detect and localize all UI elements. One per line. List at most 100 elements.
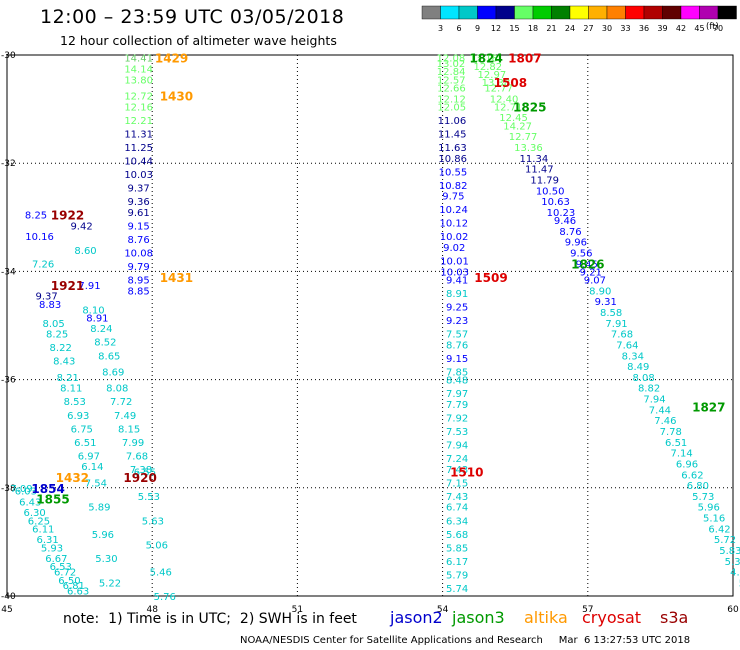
wave-height-label: 5.16 — [703, 514, 725, 525]
wave-height-label: 6.74 — [446, 503, 468, 514]
colorbar-tick-label: 27 — [583, 24, 593, 33]
wave-height-label: 10.24 — [439, 205, 468, 216]
colorbar-tick-label: 9 — [475, 24, 480, 33]
wave-height-label: 14.14 — [124, 65, 153, 76]
wave-height-label: 9.23 — [446, 316, 468, 327]
wave-height-label: 6.25 — [28, 516, 50, 527]
wave-height-label: 12.40 — [490, 94, 519, 105]
colorbar-swatch — [680, 5, 700, 20]
wave-height-label: 9.37 — [35, 292, 57, 303]
colorbar-swatch — [643, 5, 663, 20]
colorbar-tick-label: 15 — [509, 24, 519, 33]
colorbar-tick-label: 3 — [438, 24, 443, 33]
wave-height-label: 8.05 — [43, 319, 65, 330]
wave-height-label: 5.30 — [95, 554, 117, 565]
wave-height-label: 8.34 — [622, 351, 644, 362]
wave-height-label: 6.50 — [58, 576, 80, 587]
wave-height-label: 5.72 — [714, 535, 736, 546]
pass-time-label: 1807 — [508, 52, 541, 66]
wave-height-label: 8.08 — [633, 373, 655, 384]
wave-height-label: 8.58 — [600, 308, 622, 319]
wave-height-label: 6.43 — [19, 497, 41, 508]
colorbar-swatch — [699, 5, 719, 20]
colorbar-swatch — [458, 5, 478, 20]
colorbar-unit: (ft) — [706, 22, 719, 32]
colorbar-tick-label: 39 — [657, 24, 667, 33]
y-tick-label: -38 — [1, 484, 16, 494]
wave-height-label: 9.45 — [576, 259, 598, 270]
wave-height-label: 13.36 — [514, 143, 543, 154]
wave-height-label: 10.55 — [439, 167, 468, 178]
pass-time-label: 1510 — [450, 466, 483, 480]
wave-height-label: 12.45 — [499, 113, 528, 124]
wave-height-label: 8.21 — [57, 373, 79, 384]
colorbar-swatch — [569, 5, 589, 20]
wave-height-label: 8.60 — [74, 246, 96, 257]
wave-height-label: 10.86 — [438, 154, 467, 165]
colorbar-tick-label: 33 — [620, 24, 630, 33]
colorbar-tick-label: 24 — [565, 24, 575, 33]
legend-jason2: jason2 — [390, 608, 443, 627]
wave-height-label: 7.97 — [446, 389, 468, 400]
wave-height-label: 10.01 — [440, 257, 469, 268]
x-tick-label: 48 — [146, 605, 158, 615]
wave-height-label: 5.73 — [692, 492, 714, 503]
wave-height-label: 7.43 — [446, 465, 468, 476]
plot-frame — [6, 54, 734, 597]
wave-height-label: 8.15 — [118, 424, 140, 435]
wave-height-label: 10.02 — [440, 232, 469, 243]
wave-height-label: 6.17 — [446, 557, 468, 568]
legend-s3a: s3a — [660, 608, 689, 627]
wave-height-label: 5.53 — [138, 492, 160, 503]
wave-height-label: 5.63 — [142, 516, 164, 527]
wave-height-label: 9.75 — [442, 192, 464, 203]
y-tick-label: -32 — [1, 159, 16, 169]
wave-height-label: 6.75 — [71, 424, 93, 435]
wave-height-label: 9.79 — [128, 262, 150, 273]
wave-height-label: 8.90 — [589, 286, 611, 297]
pass-time-label: 1855 — [36, 493, 69, 507]
wave-height-label: 7.68 — [611, 330, 633, 341]
wave-height-label: 7.46 — [654, 416, 676, 427]
colorbar-tick-label: 21 — [546, 24, 556, 33]
wave-height-label: 5.34 — [725, 557, 740, 568]
wave-height-label: 5.06 — [146, 541, 168, 552]
wave-height-label: 11.79 — [530, 175, 559, 186]
wave-height-label: 9.46 — [554, 216, 576, 227]
wave-height-label: 12.82 — [473, 62, 502, 73]
wave-height-label: 12.72 — [124, 92, 153, 103]
colorbar-swatch — [625, 5, 645, 20]
pass-time-label: 1429 — [155, 52, 188, 66]
wave-height-label: 7.85 — [446, 367, 468, 378]
wave-height-label: 8.85 — [128, 286, 150, 297]
wave-height-label: 9.07 — [584, 276, 606, 287]
wave-height-label: 7.94 — [446, 441, 468, 452]
wave-height-label: 7.49 — [114, 411, 136, 422]
wave-height-label: 12.21 — [124, 116, 153, 127]
wave-height-label: 12.77 — [509, 132, 538, 143]
wave-height-label: 8.53 — [64, 397, 86, 408]
wave-height-label: 6.96 — [676, 459, 698, 470]
wave-height-label: 8.76 — [128, 235, 150, 246]
wave-height-label: 10.63 — [541, 197, 570, 208]
wave-height-label: 11.45 — [438, 129, 467, 140]
wave-height-label: 5.93 — [41, 543, 63, 554]
wave-height-label: 10.03 — [440, 267, 469, 278]
wave-height-label: 8.69 — [102, 367, 124, 378]
wave-height-label: 10.03 — [124, 170, 153, 181]
wave-height-label: 12.57 — [437, 75, 466, 86]
wave-height-label: 6.30 — [23, 508, 45, 519]
wave-height-label: 9.61 — [128, 208, 150, 219]
wave-height-label: 8.65 — [98, 351, 120, 362]
colorbar-swatch — [514, 5, 534, 20]
colorbar-tick-label: 6 — [456, 24, 461, 33]
wave-height-label: 14.41 — [124, 54, 153, 65]
footer-credit: NOAA/NESDIS Center for Satellite Applica… — [240, 635, 691, 646]
pass-time-label: 1825 — [513, 100, 546, 114]
wave-height-label: 6.80 — [687, 481, 709, 492]
wave-height-label: 11.47 — [525, 165, 554, 176]
colorbar-tick-label: 12 — [491, 24, 501, 33]
wave-height-label: 6.97 — [78, 451, 100, 462]
wave-height-label: 9.02 — [443, 243, 465, 254]
